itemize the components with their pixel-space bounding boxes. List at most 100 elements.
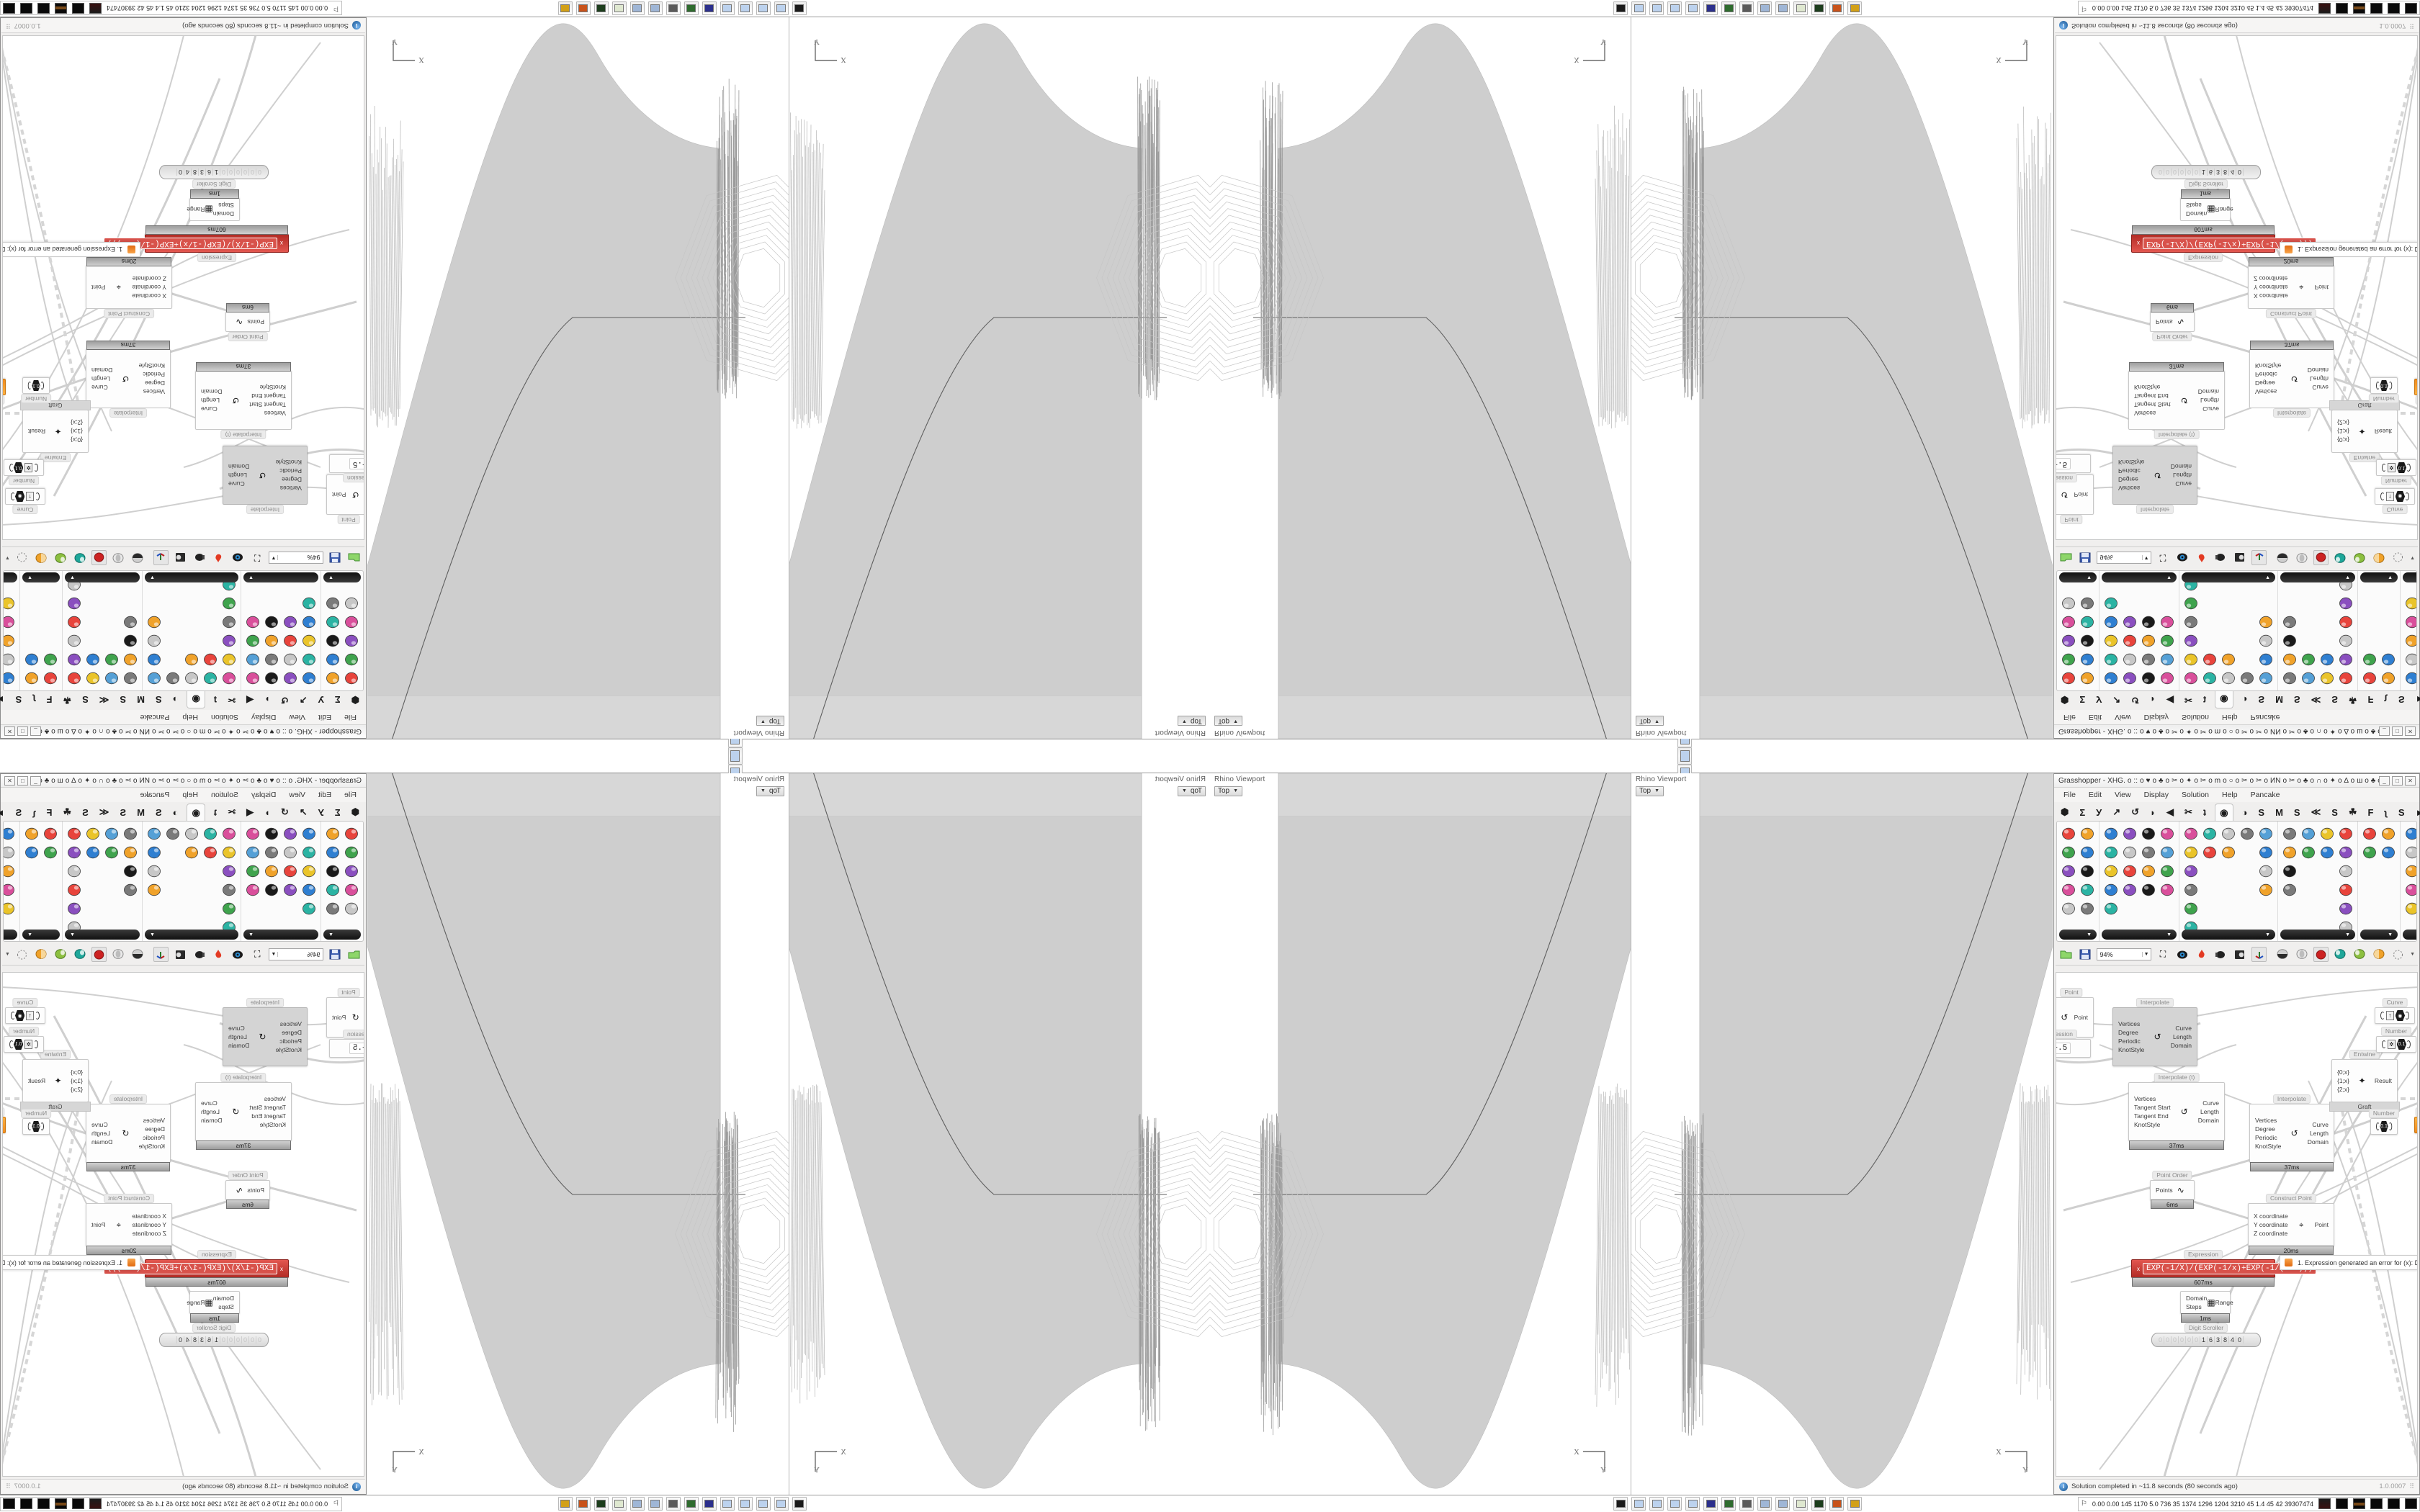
node-body[interactable]: Vertices Degree Periodic KnotStyle ↺ Curve Len… (2249, 1104, 2334, 1163)
input-port[interactable]: KnotStyle (2255, 1143, 2281, 1150)
input-port[interactable]: Degree (276, 1029, 302, 1036)
node-inputs[interactable]: X coordinate Y coordinate Z coordinate (2254, 1212, 2288, 1237)
text-tag-icon[interactable] (202, 825, 219, 842)
node-body[interactable]: Vertices Tangent Start Tangent End KnotStyl… (195, 1082, 292, 1141)
interpolate-t-node[interactable]: Interpolate (t) Vertices Tangent Start Tang… (195, 1082, 292, 1141)
port-in[interactable] (2382, 1040, 2386, 1048)
heart-blue-icon[interactable] (66, 900, 83, 917)
blank7-icon[interactable] (2318, 900, 2336, 917)
input-port[interactable]: Vertices (2118, 485, 2144, 492)
close-icon[interactable]: ✕ (4, 727, 15, 737)
node-body[interactable]: Domain Steps ▦ Range 1ms (189, 1291, 240, 1314)
hook-icon[interactable] (2361, 844, 2378, 861)
ribbon-cells[interactable] (2182, 575, 2275, 688)
number-param-node-2[interactable]: Number 0.1 (2370, 377, 2398, 394)
sketch-icon[interactable] (2213, 947, 2228, 962)
blank2-icon[interactable] (2201, 863, 2218, 880)
ribbon-group-caption[interactable]: ▼ (2182, 572, 2275, 582)
scroller-digit[interactable]: 0 (227, 1336, 234, 1344)
swatch-icon[interactable] (2060, 632, 2077, 649)
node-body[interactable]: x EXP(-1/X)/(EXP(-1/x)+EXP(-1/(1-X))) 607m… (2131, 1259, 2275, 1278)
output-port[interactable]: Length (201, 1108, 222, 1115)
input-port[interactable]: Z coordinate (2254, 275, 2288, 282)
tab-s1[interactable]: S (2256, 691, 2267, 708)
node-outputs[interactable]: Curve Length Domain (228, 463, 249, 487)
node-body[interactable]: Vertices Degree Periodic KnotStyle ↺ Curve Len… (223, 1007, 308, 1066)
output-port[interactable]: Range (2215, 206, 2233, 213)
scroller-digit[interactable]: 0 (2179, 168, 2186, 176)
tab-s3[interactable]: S (2329, 804, 2340, 821)
input-port[interactable]: Z coordinate (132, 275, 166, 282)
input-port[interactable]: Y coordinate (2254, 284, 2288, 291)
construct-point-node[interactable]: Construct Point X coordinate Y coordinate Z… (86, 1203, 172, 1246)
interpolate-node-2[interactable]: Interpolate Vertices Degree Periodic KnotSty… (2249, 349, 2334, 408)
flame-icon[interactable] (2257, 825, 2275, 842)
swatch-icon[interactable] (343, 863, 360, 880)
input-port[interactable]: Degree (139, 379, 165, 387)
tab-m1[interactable]: M (2273, 804, 2285, 821)
ellipse-icon[interactable] (2182, 825, 2200, 842)
tab-curve[interactable]: ↺ (279, 691, 291, 708)
arc-red-icon[interactable] (263, 651, 280, 668)
rhino-status-icons[interactable] (557, 1497, 807, 1511)
node-body[interactable]: 0.1 (22, 1118, 50, 1135)
spheres2-icon[interactable] (2318, 651, 2336, 668)
target-icon[interactable] (145, 844, 163, 861)
shade-green-icon[interactable] (2352, 947, 2367, 962)
graph-icon[interactable] (122, 613, 139, 631)
blank4-icon[interactable] (2318, 613, 2336, 631)
node-inputs[interactable]: X coordinate Y coordinate Z coordinate (2254, 275, 2288, 300)
node-outputs[interactable]: Point (332, 1014, 346, 1021)
range-node[interactable]: Domain Steps ▦ Range 1ms (189, 198, 240, 221)
layers-icon[interactable] (774, 1497, 789, 1511)
node-outputs[interactable]: Curve Length Domain (228, 1025, 249, 1049)
rhino-viewport-left[interactable]: Rhino Viewport Top ▼ X Y (1210, 17, 1631, 739)
error-balloon[interactable]: 1. Expression generated an error for (x)… (2280, 1255, 2418, 1270)
tab-display[interactable]: ◉ (187, 804, 205, 821)
bongo-icon[interactable] (1811, 1497, 1826, 1511)
curve-param-node[interactable]: Curve ↑ ◉ (5, 1007, 45, 1024)
arc-red-icon[interactable] (2140, 844, 2157, 861)
scroller-digit[interactable]: 8 (2222, 168, 2229, 176)
port-in[interactable] (34, 464, 38, 472)
tab-plugin1[interactable]: ☘ (2347, 691, 2360, 708)
save-icon[interactable] (702, 1497, 717, 1511)
input-port[interactable]: Periodic (276, 467, 302, 474)
graph-icon[interactable] (122, 881, 139, 899)
blank8-icon[interactable] (2201, 900, 2218, 917)
zoom-level-input[interactable]: 94% ▼ (269, 948, 323, 960)
port-in[interactable] (2380, 1012, 2385, 1020)
input-port[interactable]: KnotStyle (2255, 362, 2281, 369)
layers2-icon[interactable] (756, 1, 771, 15)
port-in[interactable] (40, 1122, 44, 1130)
flame-icon[interactable] (2257, 670, 2275, 687)
page-icon[interactable] (684, 1, 699, 15)
input-port[interactable]: Tangent End (249, 1112, 286, 1120)
menu-item-file[interactable]: File (344, 713, 357, 721)
output-port[interactable]: Length (2171, 1033, 2192, 1040)
extent-icon[interactable] (244, 651, 261, 668)
ribbon-group-caption[interactable]: ▼ (2280, 572, 2355, 582)
tab-surface[interactable]: ◗ (2148, 691, 2158, 708)
close-icon[interactable]: ✕ (2405, 727, 2416, 737)
node-outputs[interactable]: Curve Length Domain (2308, 1121, 2329, 1146)
expression-text[interactable]: X)/2+.5 (2056, 1043, 2071, 1054)
entwine-node[interactable]: Entwine {0;x} {1;x} {2;x} ✦ Result Graft (2331, 410, 2398, 453)
blank3-icon[interactable] (2300, 881, 2317, 899)
scroller-digit[interactable]: 1 (2200, 1336, 2208, 1344)
ribbon-cells[interactable] (2403, 824, 2417, 918)
scroller-digit[interactable]: 0 (256, 1336, 263, 1344)
interpolate-node-1[interactable]: Interpolate Vertices Degree Periodic KnotSty… (2112, 1007, 2197, 1066)
interpolate-node-1[interactable]: Interpolate Vertices Degree Periodic KnotSty… (223, 1007, 308, 1066)
blank9-icon[interactable] (2220, 595, 2237, 612)
triangle-warn-icon[interactable] (2140, 632, 2157, 649)
picture-icon[interactable] (103, 844, 120, 861)
number-param-node-2[interactable]: Number 0.1 (2370, 1118, 2398, 1135)
text-icon[interactable] (202, 651, 219, 668)
expression-node-error[interactable]: Expression x EXP(-1/X)/(EXP(-1/x)+EXP(-1/(… (2131, 1259, 2275, 1278)
node-body[interactable]: ✲ 0.1 (4, 459, 44, 476)
input-port[interactable]: Degree (2118, 476, 2144, 483)
zoom-extents-icon[interactable]: ⛶ (250, 947, 265, 962)
window-buttons[interactable]: _ □ ✕ (2379, 727, 2418, 737)
scroller-digit[interactable]: 3 (198, 1336, 205, 1344)
